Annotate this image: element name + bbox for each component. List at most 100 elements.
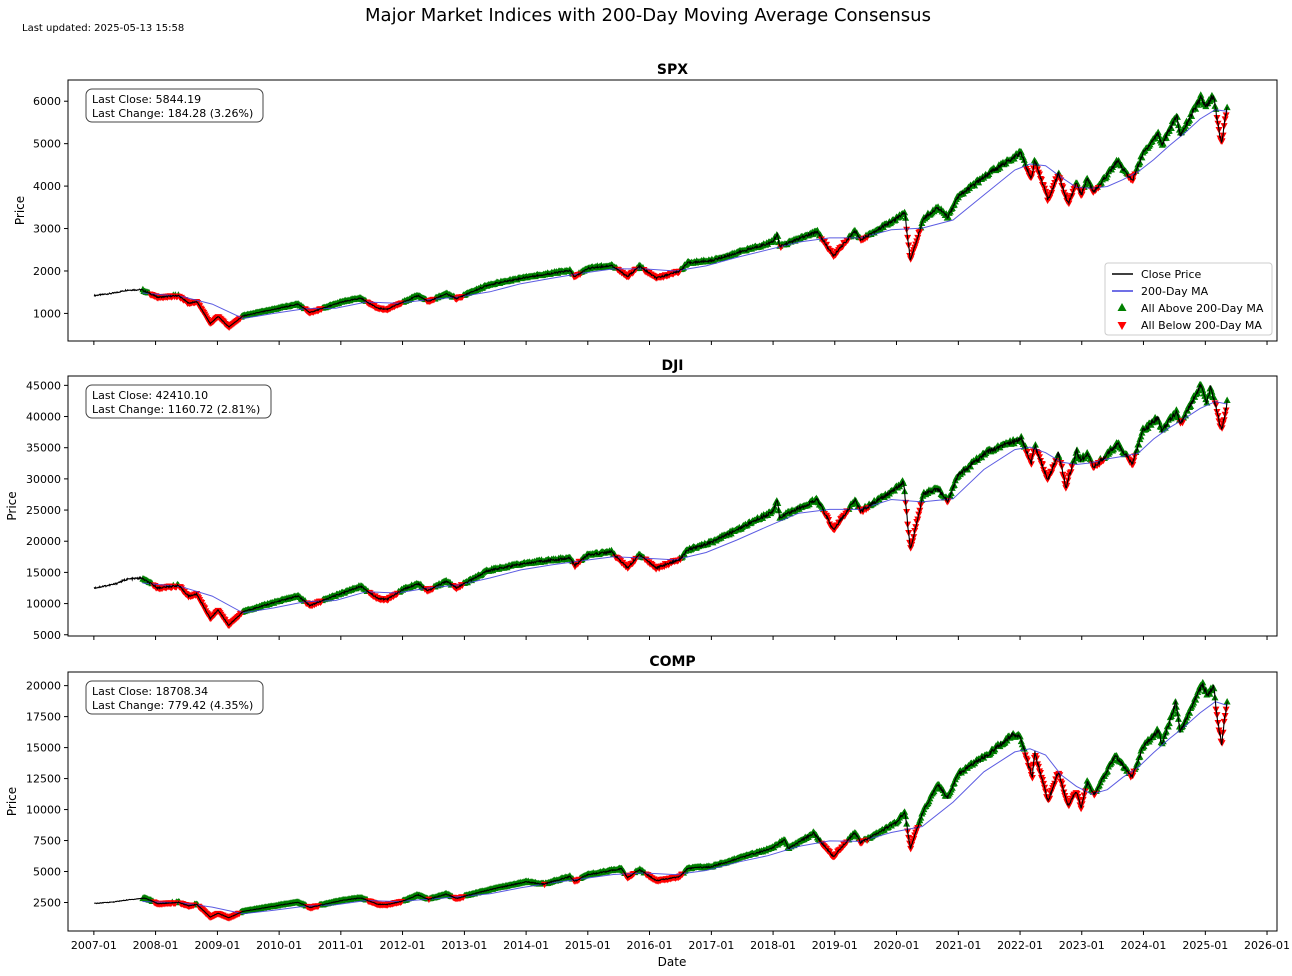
legend-entry-label: 200-Day MA (1141, 285, 1209, 298)
close-price-line (93, 383, 1229, 626)
ma-200-line (142, 109, 1228, 320)
above-ma-marker (1210, 393, 1218, 400)
below-ma-marker (1222, 407, 1230, 415)
y-tick-label: 25000 (26, 504, 61, 517)
panels: SPX Price 1000 2000 3000 4000 5000 6000 Last Clo… (5, 62, 1290, 952)
below-ma-marker (630, 871, 638, 878)
panel-dji: DJI Price 5000 10000 15000 20000 25000 30000 350… (5, 358, 1278, 642)
close-price-line (93, 94, 1228, 328)
above-ma-marker (1172, 406, 1180, 413)
x-tick-label: 2023-01 (1059, 939, 1105, 952)
y-tick-label: 20000 (26, 535, 61, 548)
above-ma-marker (1223, 103, 1231, 111)
y-tick-label: 12500 (26, 773, 61, 786)
panel-title: DJI (661, 358, 683, 374)
below-ma-marker (844, 237, 852, 245)
figure-title: Major Market Indices with 200-Day Moving… (365, 5, 931, 26)
below-ma-marker (1077, 805, 1085, 813)
last-change-label: Last Change: 1160.72 (2.81%) (92, 403, 260, 416)
x-tick-label: 2011-01 (318, 939, 364, 952)
legend-entry-label: All Above 200-Day MA (1141, 302, 1264, 315)
above-ma-marker (1133, 446, 1141, 453)
plot-frame (67, 79, 1278, 342)
x-tick-label: 2020-01 (873, 939, 919, 952)
y-axis-label: Price (13, 196, 27, 225)
below-ma-marker (1222, 112, 1230, 119)
y-tick-label: 10000 (26, 598, 61, 611)
x-tick-label: 2012-01 (380, 939, 426, 952)
last-close-label: Last Close: 18708.34 (92, 685, 208, 698)
info-box (85, 680, 264, 715)
y-tick-label: 7500 (33, 835, 61, 848)
x-tick-label: 2022-01 (997, 939, 1043, 952)
last-close-label: Last Close: 5844.19 (92, 93, 201, 106)
x-tick-label: 2013-01 (441, 939, 487, 952)
y-tick-label: 30000 (26, 473, 61, 486)
above-ma-marker (1155, 132, 1163, 139)
y-tick-label: 2500 (33, 896, 61, 909)
y-tick-label: 35000 (26, 442, 61, 455)
info-box (85, 88, 264, 123)
x-tick-label: 2018-01 (750, 939, 796, 952)
x-tick-label: 2025-01 (1182, 939, 1228, 952)
x-tick-label: 2026-01 (1244, 939, 1290, 952)
panel-title: SPX (657, 62, 688, 78)
info-box (85, 384, 272, 419)
y-axis-label: Price (5, 491, 19, 520)
below-ma-marker (1214, 413, 1222, 420)
panel-spx: SPX Price 1000 2000 3000 4000 5000 6000 Last Clo… (13, 62, 1278, 345)
y-tick-label: 5000 (33, 629, 61, 642)
last-close-label: Last Close: 42410.10 (92, 389, 208, 402)
x-tick-label: 2009-01 (194, 939, 240, 952)
y-tick-label: 45000 (26, 379, 61, 392)
above-ma-marker (1154, 128, 1162, 136)
above-ma-marker (1197, 91, 1205, 98)
y-tick-label: 3000 (33, 223, 61, 236)
y-tick-label: 1000 (33, 307, 61, 320)
above-ma-markers (139, 91, 1231, 320)
ma-200-line (142, 401, 1228, 614)
below-ma-marker (1130, 457, 1138, 465)
plot-area (93, 91, 1231, 332)
below-ma-marker (1179, 419, 1187, 427)
y-tick-label: 15000 (26, 566, 61, 579)
x-tick-label: 2010-01 (256, 939, 302, 952)
panel-comp: COMP Price 2500 5000 7500 10000 12500 15000 1750… (5, 654, 1290, 952)
below-ma-marker (1048, 189, 1056, 197)
below-ma-marker (1220, 417, 1228, 424)
legend-frame (1104, 262, 1273, 336)
below-ma-markers (146, 112, 1230, 332)
below-ma-markers (150, 706, 1230, 922)
above-ma-markers (139, 380, 1231, 615)
last-updated-label: Last updated: 2025-05-13 15:58 (22, 23, 184, 34)
plot-frame (67, 671, 1278, 932)
x-tick-label: 2024-01 (1120, 939, 1166, 952)
below-ma-markers (149, 400, 1230, 630)
y-tick-label: 5000 (33, 138, 61, 151)
y-axis-label: Price (5, 787, 19, 816)
below-ma-marker (916, 229, 924, 236)
close-price-line (94, 682, 1228, 919)
last-change-label: Last Change: 779.42 (4.35%) (92, 699, 253, 712)
y-tick-label: 10000 (26, 804, 61, 817)
below-ma-marker (1034, 763, 1042, 771)
x-tick-label: 2021-01 (935, 939, 981, 952)
panel-title: COMP (649, 654, 695, 670)
below-ma-marker (1129, 461, 1137, 469)
x-tick-label: 2017-01 (688, 939, 734, 952)
legend-entry-label: Close Price (1141, 268, 1202, 281)
y-tick-label: 6000 (33, 95, 61, 108)
below-ma-marker (1079, 187, 1087, 195)
plot-area (93, 380, 1231, 630)
x-tick-label: 2019-01 (812, 939, 858, 952)
below-ma-marker (1028, 774, 1036, 782)
ma-200-line (142, 701, 1228, 915)
y-tick-label: 40000 (26, 411, 61, 424)
x-tick-label: 2015-01 (565, 939, 611, 952)
y-tick-label: 4000 (33, 180, 61, 193)
y-tick-label: 15000 (26, 742, 61, 755)
x-tick-label: 2008-01 (133, 939, 179, 952)
legend: Close Price 200-Day MA All Above 200-Day M… (1104, 262, 1273, 336)
above-ma-marker (1160, 732, 1168, 740)
